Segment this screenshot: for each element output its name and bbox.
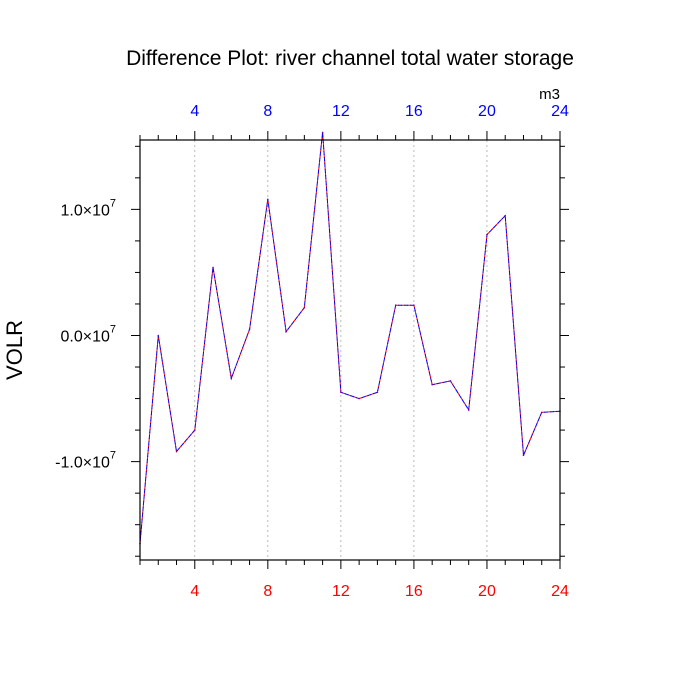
gridlines (194, 140, 561, 560)
series-line-red (139, 132, 561, 544)
data-point-19 (467, 409, 470, 411)
x-tick-label-bottom-8: 8 (263, 583, 272, 600)
y-tick-label: 0.0×107 (60, 323, 116, 345)
tick-labels: 4 4 8 8 12 12 16 16 20 20 24 24 1.0×107 0.0×107 -1.0×1… (55, 103, 569, 600)
data-point-23 (540, 411, 543, 414)
units-label: m3 (539, 86, 560, 103)
x-tick-label-top-16: 16 (405, 103, 423, 120)
data-point-16 (413, 304, 415, 307)
x-tick-label-bottom-4: 4 (190, 583, 199, 600)
x-tick-label-top-8: 8 (263, 103, 272, 120)
x-tick-label-bottom-12: 12 (332, 583, 350, 600)
data-point-18 (449, 380, 452, 382)
data-point-15 (394, 304, 397, 307)
data-point-9 (285, 330, 287, 333)
x-tick-label-top-12: 12 (332, 103, 350, 120)
data-point-12 (340, 391, 342, 394)
data-point-20 (486, 233, 488, 236)
series-group (139, 131, 561, 545)
x-tick-label-top-24: 24 (551, 103, 569, 120)
x-tick-label-top-20: 20 (478, 103, 496, 120)
data-point-10 (303, 306, 306, 309)
data-point-22 (522, 454, 525, 457)
data-point-6 (230, 377, 233, 380)
x-tick-label-bottom-24: 24 (551, 583, 569, 600)
x-tick-label-bottom-20: 20 (478, 583, 496, 600)
plot-frame (139, 139, 561, 561)
data-point-5 (212, 266, 214, 269)
data-point-17 (431, 383, 433, 386)
data-point-3 (175, 450, 178, 453)
data-point-4 (193, 429, 196, 431)
data-point-2 (157, 334, 160, 337)
data-point-13 (358, 397, 360, 400)
y-tick-label: -1.0×107 (55, 450, 116, 472)
tick-marks (131, 131, 569, 569)
data-point-14 (376, 391, 379, 394)
x-tick-label-top-4: 4 (190, 103, 199, 120)
series-line-blue (139, 132, 561, 544)
data-point-8 (267, 198, 269, 201)
chart-title: Difference Plot: river channel total wat… (126, 47, 574, 70)
y-tick-label: 1.0×107 (60, 197, 116, 219)
data-point-11 (321, 131, 324, 134)
x-tick-label-bottom-16: 16 (405, 583, 423, 600)
data-point-21 (504, 214, 507, 217)
y-axis-label: VOLR (2, 320, 27, 380)
data-point-7 (248, 328, 251, 330)
